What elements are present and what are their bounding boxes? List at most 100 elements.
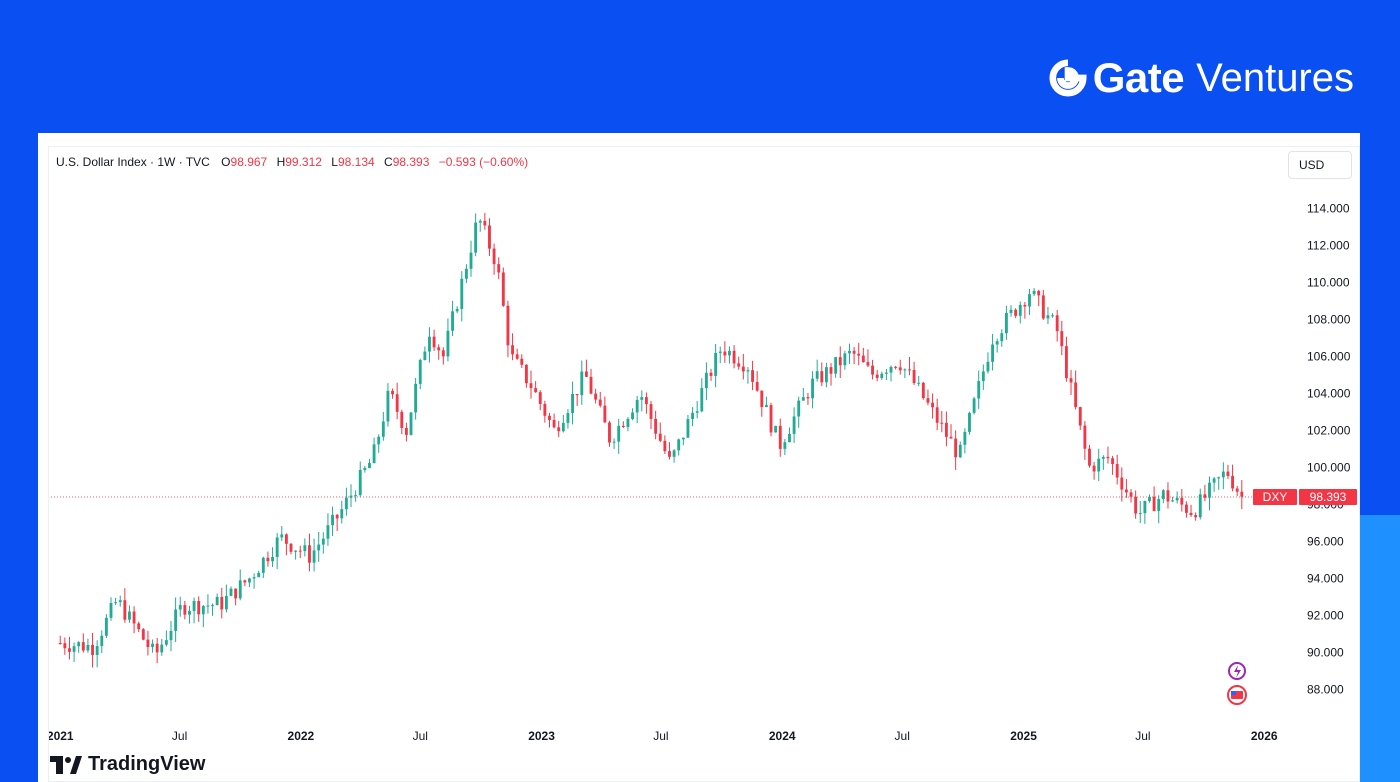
candle-body <box>211 605 214 607</box>
x-tick-label: 2026 <box>1251 729 1278 743</box>
change-value: −0.593 (−0.60%) <box>438 155 529 169</box>
candle-body <box>488 225 491 249</box>
candle-body <box>1120 477 1124 490</box>
y-tick-label: 88.000 <box>1307 682 1344 696</box>
candle-body <box>174 609 178 631</box>
candle-body <box>543 403 547 416</box>
x-tick-label: Jul <box>1135 729 1150 743</box>
candle-body <box>1014 309 1018 316</box>
candle-body <box>746 370 750 372</box>
tradingview-logo[interactable]: TradingView <box>50 753 205 776</box>
price-tag <box>1299 488 1357 505</box>
candle-body <box>275 537 279 558</box>
candle-body <box>838 357 842 366</box>
candle-body <box>215 596 219 606</box>
x-tick-label: Jul <box>895 729 910 743</box>
x-tick-label: 2023 <box>528 729 555 743</box>
high-label: H <box>276 155 286 169</box>
candle-body <box>884 372 888 374</box>
candle-body <box>1004 312 1008 334</box>
candle-body <box>81 642 85 651</box>
chart-frame[interactable]: 88.00090.00092.00094.00096.00098.000100.… <box>48 146 1360 782</box>
candle-body <box>1217 477 1221 479</box>
candle-body <box>114 602 118 604</box>
candlestick-chart[interactable]: 88.00090.00092.00094.00096.00098.000100.… <box>49 147 1359 747</box>
candle-body <box>331 514 334 526</box>
candle-body <box>995 341 999 345</box>
candle-body <box>451 311 454 331</box>
candle-body <box>529 383 533 389</box>
candle-body <box>372 444 376 464</box>
candle-body <box>1124 489 1128 493</box>
candle-body <box>358 470 362 496</box>
candle-body <box>834 357 838 374</box>
candle-body <box>1097 458 1101 472</box>
candle-body <box>271 557 274 562</box>
candle-body <box>644 397 648 405</box>
candle-body <box>783 442 787 449</box>
candle-body <box>681 437 685 440</box>
candle-body <box>640 397 644 400</box>
candle-body <box>128 611 131 620</box>
y-tick-label: 96.000 <box>1307 534 1344 548</box>
y-tick-label: 92.000 <box>1307 608 1344 622</box>
candle-body <box>446 330 450 357</box>
candle-body <box>1235 488 1239 492</box>
candle-body <box>871 365 874 375</box>
candle-body <box>146 639 150 648</box>
symbol-tag-text: DXY <box>1263 490 1288 504</box>
candle-body <box>940 422 944 424</box>
candle-body <box>437 347 441 351</box>
currency-button[interactable]: USD <box>1288 151 1352 179</box>
candle-body <box>571 394 574 414</box>
candle-body <box>718 351 722 353</box>
open-value: 98.967 <box>230 155 268 169</box>
candle-body <box>86 644 90 651</box>
candle-body <box>294 550 298 552</box>
candle-body <box>469 252 473 269</box>
candle-body <box>1064 346 1068 379</box>
candle-body <box>243 580 247 583</box>
candle-body <box>1129 492 1133 497</box>
candle-body <box>104 617 108 636</box>
candle-body <box>483 220 487 226</box>
candle-body <box>137 623 141 630</box>
candle-body <box>811 378 814 399</box>
candle-body <box>169 630 173 641</box>
y-tick-label: 114.000 <box>1307 201 1350 215</box>
candle-body <box>183 605 187 615</box>
corner-accent <box>1358 515 1400 782</box>
y-tick-label: 90.000 <box>1307 645 1344 659</box>
candle-body <box>603 405 607 423</box>
candle-body <box>511 345 514 355</box>
candle-body <box>926 398 930 403</box>
candle-body <box>548 415 551 420</box>
candle-body <box>677 439 681 451</box>
candle-body <box>1198 494 1202 518</box>
candle-body <box>935 407 939 423</box>
candle-body <box>903 369 907 371</box>
candle-body <box>1101 456 1105 459</box>
candle-body <box>220 596 224 610</box>
candle-body <box>520 358 524 365</box>
candle-body <box>155 643 159 653</box>
candle-body <box>594 393 598 400</box>
y-tick-label: 102.000 <box>1307 423 1351 437</box>
candle-body <box>566 413 570 423</box>
candle-body <box>848 350 851 354</box>
us-flag-canton-icon <box>1231 691 1236 695</box>
candle-body <box>280 534 284 538</box>
candle-body <box>188 610 191 615</box>
tradingview-logo-icon <box>50 755 82 774</box>
candle-body <box>414 383 418 413</box>
gate-logo-icon <box>1049 59 1087 97</box>
candle-body <box>464 268 468 279</box>
candle-body <box>335 514 339 519</box>
candle-body <box>668 451 671 457</box>
candle-body <box>201 606 205 615</box>
candle-body <box>589 376 593 394</box>
candle-body <box>898 367 902 371</box>
candle-body <box>151 643 154 648</box>
candle-body <box>1115 464 1119 478</box>
candle-body <box>354 495 358 497</box>
